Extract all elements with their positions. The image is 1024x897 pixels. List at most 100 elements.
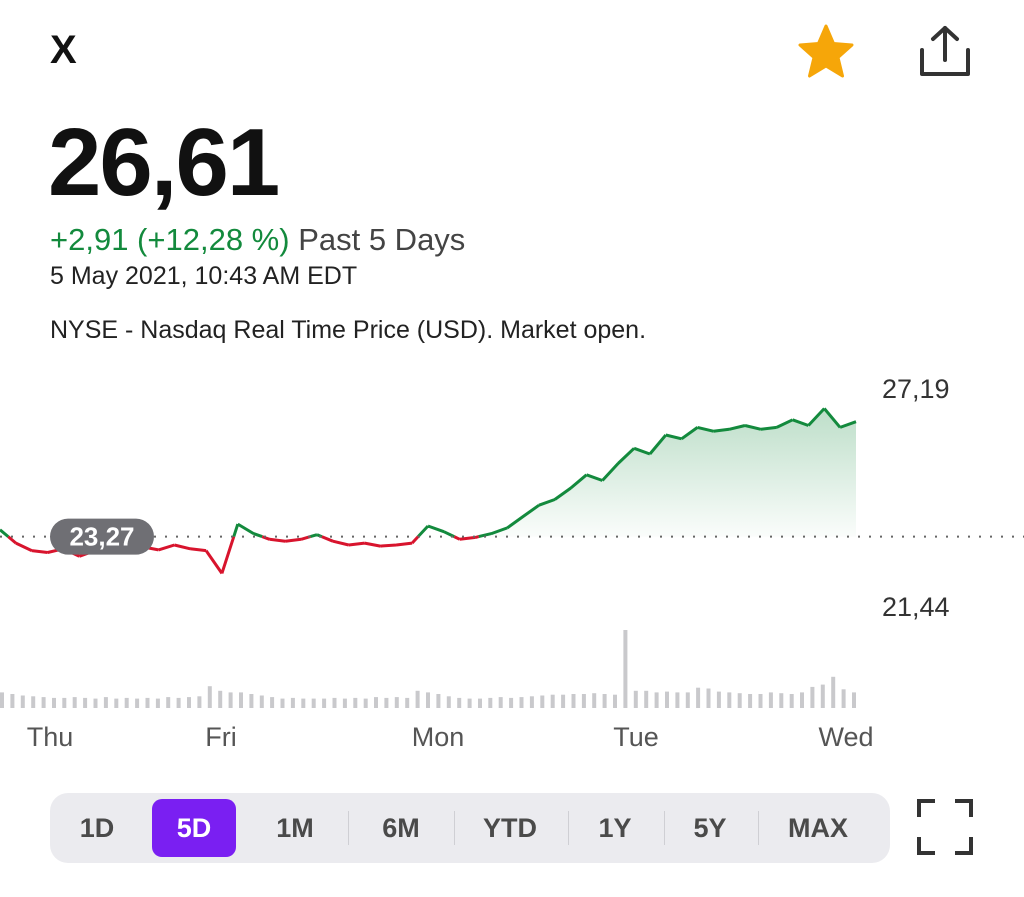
volume-bar [737, 693, 742, 708]
volume-bars [0, 630, 856, 708]
volume-bar [623, 630, 628, 708]
volume-bar [0, 692, 4, 708]
volume-bar [166, 697, 171, 708]
volume-bar [374, 697, 378, 708]
volume-bar [187, 697, 191, 708]
fullscreen-icon[interactable] [916, 798, 974, 856]
previous-close-badge: 23,27 [50, 518, 154, 555]
volume-bar [768, 692, 773, 708]
x-axis-label-wed: Wed [818, 722, 873, 750]
volume-bar [716, 691, 721, 708]
volume-bar [550, 694, 555, 708]
volume-bar [218, 690, 223, 708]
range-separator [664, 811, 665, 845]
volume-bar [820, 684, 825, 708]
volume-bar [633, 690, 638, 708]
volume-bar [363, 698, 368, 708]
range-button-1y[interactable]: 1Y [598, 813, 632, 843]
volume-bar [561, 694, 566, 708]
range-button-5d[interactable]: 5D [152, 799, 236, 857]
price-change: +2,91 (+12,28 %) [50, 222, 290, 257]
volume-bar [675, 692, 680, 708]
volume-bar [83, 697, 88, 708]
star-icon[interactable] [796, 24, 856, 80]
y-axis-low-label: 21,44 [882, 592, 950, 622]
volume-bar [519, 697, 524, 708]
volume-bar [290, 697, 295, 708]
current-price: 26,61 [48, 109, 280, 216]
change-period: Past 5 Days [298, 222, 466, 257]
volume-bar [529, 696, 534, 708]
volume-bar [239, 692, 243, 708]
volume-bar [72, 697, 77, 708]
volume-bar [228, 692, 233, 708]
range-separator [758, 811, 759, 845]
volume-bar [789, 694, 794, 708]
share-icon[interactable] [916, 22, 974, 82]
range-button-max[interactable]: MAX [788, 813, 848, 843]
volume-bar [841, 689, 846, 708]
volume-bar [394, 697, 399, 708]
volume-bar [311, 698, 316, 708]
volume-bar [581, 694, 586, 708]
volume-bar [748, 694, 753, 708]
volume-bar [467, 698, 472, 708]
volume-bar [62, 697, 67, 708]
volume-bar [426, 692, 430, 708]
volume-bar [52, 697, 56, 708]
volume-bar [446, 696, 451, 708]
volume-bar [342, 698, 347, 708]
range-button-1m[interactable]: 1M [276, 813, 314, 843]
volume-bar [10, 694, 15, 708]
volume-bar [114, 698, 119, 708]
volume-bar [810, 686, 815, 708]
range-button-ytd[interactable]: YTD [483, 813, 537, 843]
volume-bar [592, 693, 597, 708]
previous-close-label: 23,27 [69, 522, 134, 552]
quote-source: NYSE - Nasdaq Real Time Price (USD). Mar… [50, 316, 647, 344]
volume-bar [103, 697, 108, 708]
time-range-selector: 1D 5D 1M 6M YTD 1Y 5Y MAX [50, 793, 890, 863]
volume-bar [93, 698, 98, 708]
ticker-symbol: X [50, 28, 77, 72]
volume-bar [498, 697, 503, 708]
quote-timestamp: 5 May 2021, 10:43 AM EDT [50, 262, 358, 290]
x-axis-label-mon: Mon [412, 722, 465, 750]
x-axis-labels: Thu Fri Mon Tue Wed [27, 722, 874, 750]
volume-bar [41, 697, 46, 708]
price-line-above-close [0, 407, 857, 539]
volume-bar [478, 698, 482, 708]
volume-bar [207, 686, 212, 708]
volume-bar [696, 687, 701, 708]
volume-bar [540, 695, 545, 708]
volume-bar [155, 698, 160, 708]
volume-bar [685, 692, 690, 708]
x-axis-label-fri: Fri [205, 722, 236, 750]
volume-bar [644, 690, 649, 708]
range-separator [568, 811, 569, 845]
price-chart[interactable]: 23,27 27,19 21,44 Thu Fri Mon Tue Wed [0, 370, 1024, 750]
volume-bar [602, 694, 607, 708]
volume-bar [259, 695, 264, 708]
volume-bar [124, 697, 129, 708]
volume-bar [145, 697, 150, 708]
range-button-5y[interactable]: 5Y [693, 813, 727, 843]
volume-bar [654, 692, 659, 708]
volume-bar [758, 694, 763, 708]
volume-bar [488, 697, 493, 708]
volume-bar [280, 698, 285, 708]
range-button-6m[interactable]: 6M [382, 813, 420, 843]
range-button-1d[interactable]: 1D [79, 813, 115, 843]
volume-bar [176, 697, 181, 708]
volume-bar [249, 694, 254, 708]
x-axis-label-tue: Tue [613, 722, 659, 750]
volume-bar [571, 694, 576, 708]
volume-bar [20, 695, 25, 708]
volume-bar [405, 697, 410, 708]
price-area-fill [475, 408, 856, 537]
y-axis-high-label: 27,19 [882, 374, 950, 404]
volume-bar [706, 688, 711, 708]
volume-bar [852, 692, 856, 708]
volume-bar [353, 697, 358, 708]
volume-bar [135, 698, 140, 708]
